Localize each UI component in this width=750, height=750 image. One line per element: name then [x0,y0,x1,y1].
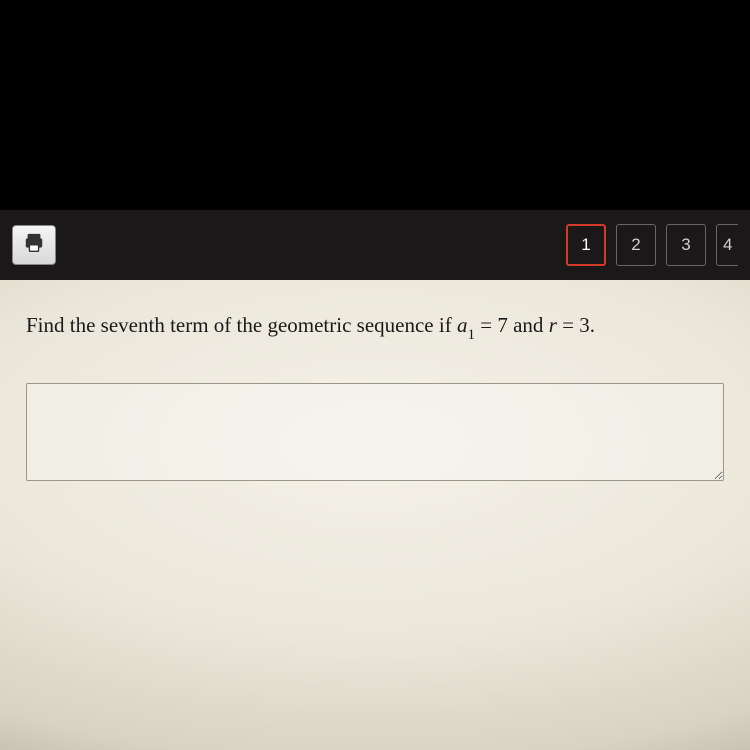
toolbar: 1 2 3 4 [0,210,750,280]
question-panel: Find the seventh term of the geometric s… [0,280,750,750]
question-var-r: r [549,313,557,337]
page-nav-label: 4 [723,235,732,255]
question-eq2: = 3. [557,313,595,337]
page-nav-1[interactable]: 1 [566,224,606,266]
page-nav-label: 3 [681,235,690,255]
question-sub-1: 1 [467,327,475,343]
question-eq1: = 7 and [475,313,549,337]
page-nav-label: 1 [581,235,590,255]
answer-input[interactable] [26,383,724,481]
question-text: Find the seventh term of the geometric s… [26,310,724,345]
page-nav-2[interactable]: 2 [616,224,656,266]
print-icon [23,232,45,259]
print-button[interactable] [12,225,56,265]
question-prefix: Find the seventh term of the geometric s… [26,313,457,337]
page-nav-4[interactable]: 4 [716,224,738,266]
page-nav-3[interactable]: 3 [666,224,706,266]
question-var-a: a [457,313,468,337]
screen-frame: 1 2 3 4 Find the seventh term of the geo… [0,0,750,750]
page-nav-label: 2 [631,235,640,255]
page-nav: 1 2 3 4 [566,224,738,266]
